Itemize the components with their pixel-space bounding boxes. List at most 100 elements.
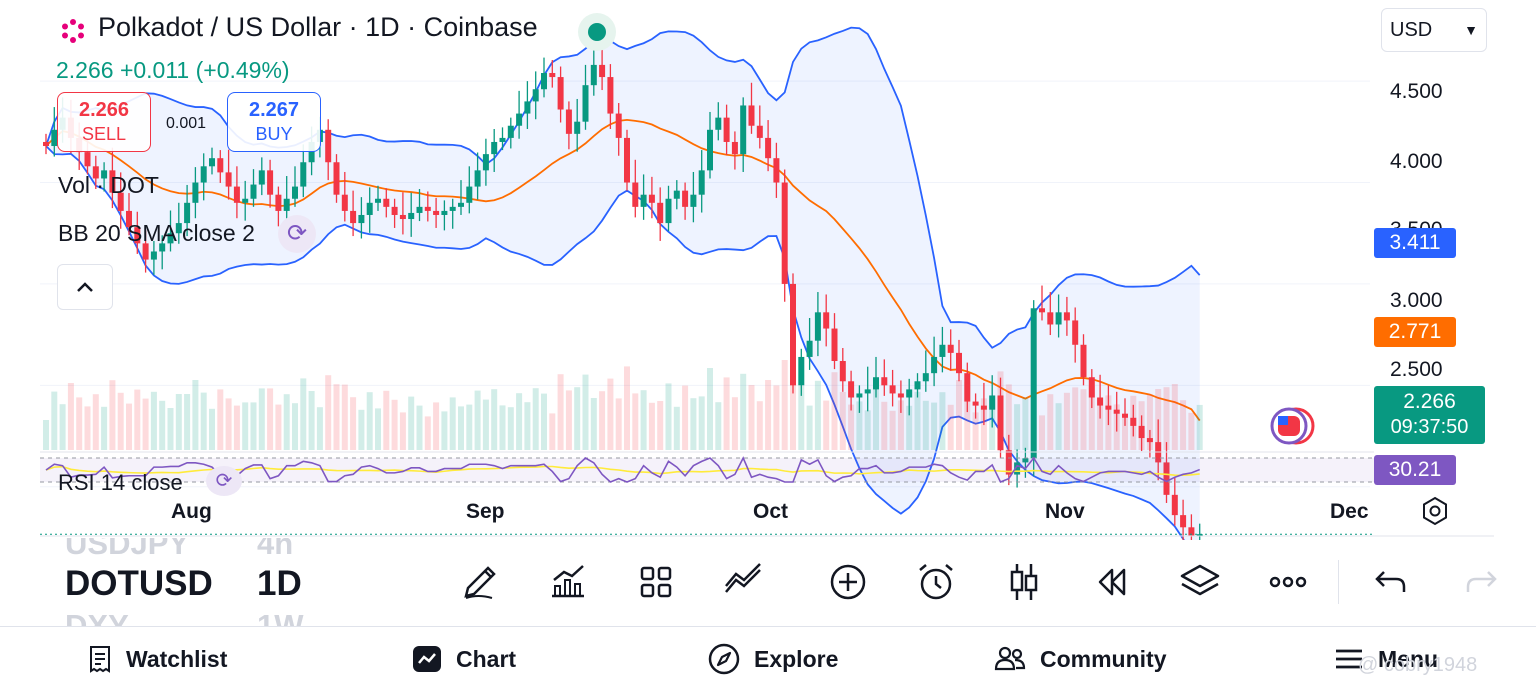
nav-chart[interactable]: Chart	[412, 641, 516, 677]
volume-bar	[134, 389, 141, 450]
bollinger-legend[interactable]: BB 20 SMA close 2	[58, 220, 255, 246]
undo-icon[interactable]	[1370, 560, 1414, 604]
candle-body	[101, 170, 108, 179]
nav-menu[interactable]: Menu	[1334, 641, 1438, 677]
last-price: 2.266	[1403, 390, 1456, 413]
candle-body	[482, 154, 489, 171]
candle-body	[283, 198, 290, 211]
volume-legend[interactable]: Vol · DOT	[58, 172, 159, 198]
redo-icon[interactable]	[1458, 560, 1502, 604]
volume-bar	[748, 385, 755, 450]
candle-body	[134, 227, 141, 244]
candle-body	[997, 395, 1004, 451]
toolbar-divider	[1338, 560, 1339, 604]
volume-bar	[773, 385, 780, 450]
bollinger-lower	[45, 145, 1185, 540]
grid-icon[interactable]	[634, 560, 678, 604]
volume-bar	[175, 394, 182, 450]
sell-button[interactable]: 2.266 SELL	[57, 92, 151, 152]
nav-explore[interactable]: Explore	[708, 641, 838, 677]
volume-bar	[823, 400, 830, 450]
nav-chart-label: Chart	[456, 645, 517, 672]
volume-bar	[300, 378, 307, 450]
symbol-title[interactable]: Polkadot / US Dollar · 1D · Coinbase	[98, 12, 538, 42]
time-label: Aug	[171, 500, 212, 523]
currency-select[interactable]: USD ▼	[1381, 8, 1487, 52]
candle-body	[150, 251, 157, 260]
rsi-legend[interactable]: RSI 14 close	[58, 470, 183, 495]
more-icon[interactable]	[1266, 560, 1310, 604]
pencil-icon[interactable]	[458, 560, 502, 604]
volume-bar	[565, 390, 572, 450]
volume-bar	[881, 401, 888, 450]
volume-bar	[416, 405, 423, 450]
nav-watchlist[interactable]: Watchlist	[88, 641, 227, 677]
candle-body	[790, 283, 796, 386]
candle-body	[1188, 527, 1195, 536]
candle-body	[532, 89, 539, 102]
chart-settings-icon[interactable]	[1420, 496, 1450, 526]
candle-body	[748, 105, 755, 126]
volume-bar	[84, 406, 91, 450]
rsi-refresh-icon[interactable]: ⟳	[206, 466, 242, 496]
ticker-row-selected[interactable]: DOTUSD 1D	[65, 564, 302, 604]
volume-bar	[441, 411, 448, 450]
candle-body	[192, 182, 199, 203]
candle-body	[740, 105, 747, 155]
volume-bar	[1022, 397, 1029, 450]
alarm-icon[interactable]	[914, 560, 958, 604]
replay-icon[interactable]	[1090, 560, 1134, 604]
ticker-interval: 1W	[257, 608, 304, 626]
nav-community[interactable]: Community	[994, 641, 1167, 677]
indicators-icon[interactable]	[546, 560, 590, 604]
ticker-row[interactable]: USDJPY 4h	[65, 538, 293, 562]
ticker-row[interactable]: DXY 1W	[65, 608, 304, 626]
candle-body	[267, 170, 274, 195]
volume-bar	[657, 401, 664, 450]
candle-body	[449, 206, 456, 211]
price-chart[interactable]	[0, 0, 1536, 540]
chart-area[interactable]: Polkadot / US Dollar · 1D · Coinbase 2.2…	[0, 0, 1536, 540]
volume-bar	[250, 402, 257, 450]
volume-bar	[906, 405, 913, 450]
candle-body	[590, 64, 597, 86]
price-change-line: 2.266 +0.011 (+0.49%)	[56, 57, 290, 83]
candle-body	[51, 129, 58, 147]
candle-body	[275, 194, 282, 211]
volume-bar	[1047, 394, 1054, 450]
candle-body	[350, 210, 357, 224]
volume-bar	[731, 397, 738, 450]
collapse-legend-button[interactable]	[57, 264, 113, 310]
candle-body	[366, 202, 373, 215]
symbol-picker[interactable]: USDJPY 4h DOTUSD 1D DXY 1W	[0, 538, 440, 626]
candle-body	[491, 141, 498, 155]
price-tick: 4.500	[1390, 80, 1443, 103]
refresh-icon[interactable]: ⟳	[278, 215, 316, 253]
candle-body	[541, 73, 547, 90]
buy-button[interactable]: 2.267 BUY	[227, 92, 321, 152]
candle-body	[1080, 344, 1087, 378]
volume-bar	[1146, 394, 1153, 450]
layers-icon[interactable]	[1178, 560, 1222, 604]
volume-bar	[1055, 403, 1062, 450]
ticker-interval: 4h	[257, 538, 294, 561]
candle-body	[756, 125, 763, 138]
market-status-dot[interactable]	[578, 13, 616, 51]
volume-bar	[466, 404, 473, 450]
candle-body	[599, 64, 606, 78]
plus-circle-icon[interactable]	[826, 560, 870, 604]
candle-body	[806, 340, 813, 357]
drawings-icon[interactable]	[722, 560, 766, 604]
candle-body	[707, 129, 713, 171]
volume-bar	[549, 413, 556, 450]
candle-body	[142, 243, 149, 260]
candle-body	[864, 389, 871, 394]
candle-body	[1055, 312, 1062, 325]
candle-body	[989, 395, 996, 410]
candles-icon[interactable]	[1002, 560, 1046, 604]
candle-body	[292, 186, 298, 199]
volume-bar	[1097, 405, 1104, 450]
candle-body	[474, 170, 481, 187]
volume-bar	[292, 403, 298, 450]
volume-bar	[665, 383, 672, 450]
